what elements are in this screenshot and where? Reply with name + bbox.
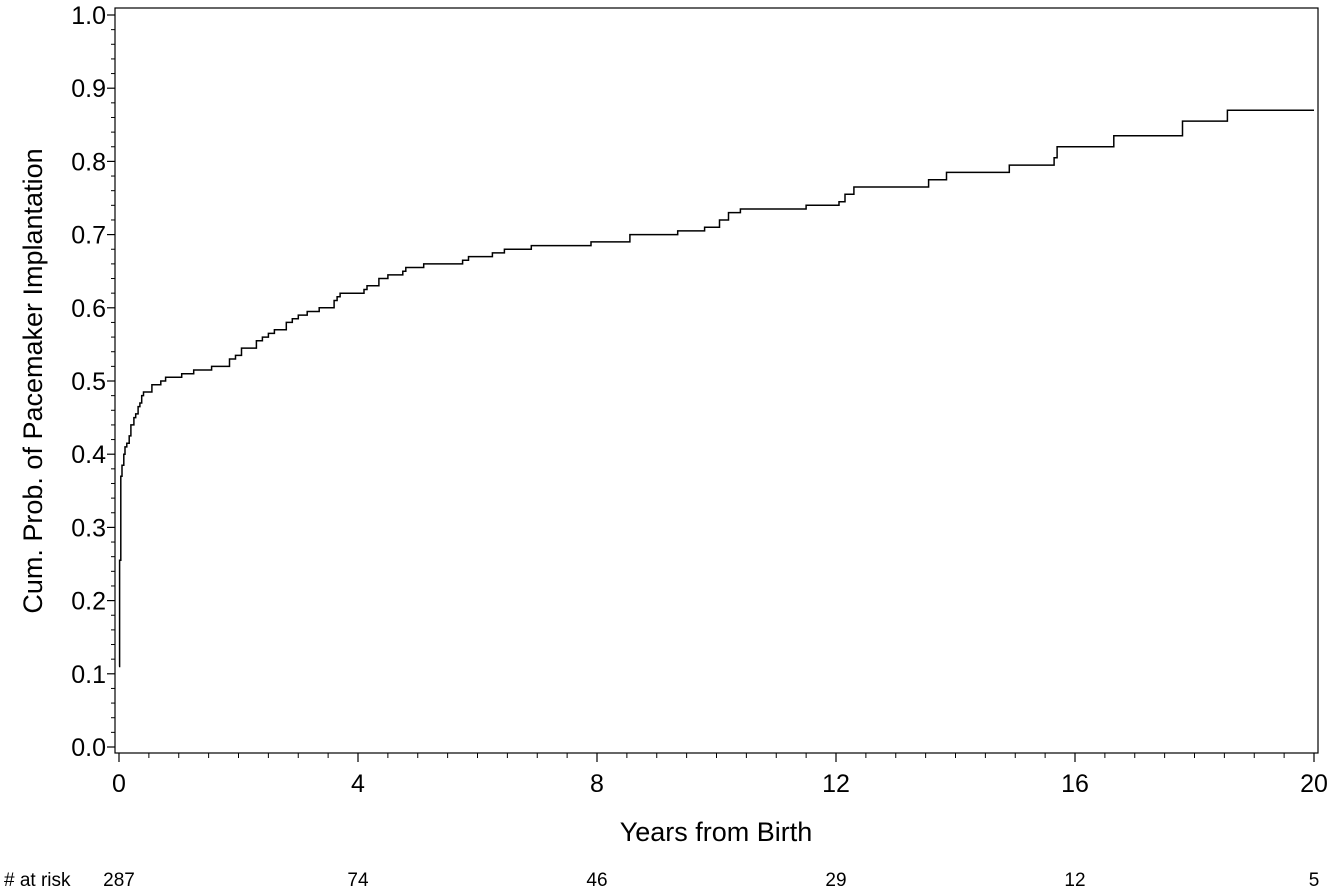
y-tick-label: 0.7	[71, 222, 106, 250]
y-tick-label: 0.3	[71, 514, 106, 542]
at-risk-value: 74	[347, 870, 369, 891]
x-tick-label: 12	[822, 770, 850, 798]
y-tick-label: 0.9	[71, 75, 106, 103]
y-tick-label: 0.6	[71, 295, 106, 323]
y-tick-label: 0.8	[71, 148, 106, 176]
y-tick-label: 0.1	[71, 661, 106, 689]
y-tick-label: 0.5	[71, 368, 106, 396]
y-axis-title: Cum. Prob. of Pacemaker Implantation	[18, 148, 48, 613]
y-tick-label: 0.0	[71, 734, 106, 762]
at-risk-value: 287	[103, 870, 135, 891]
at-risk-value: 5	[1309, 870, 1320, 891]
x-tick-label: 8	[590, 770, 604, 798]
x-minor-ticks	[148, 753, 1285, 758]
x-tick-label: 16	[1061, 770, 1089, 798]
at-risk-table: # at risk 287 74 46 29 12 5	[4, 870, 1319, 891]
x-tick-label: 4	[351, 770, 365, 798]
at-risk-label: # at risk	[4, 870, 71, 891]
x-tick-label: 20	[1300, 770, 1328, 798]
x-axis-ticks: 0 4 8 12 16 20	[112, 753, 1328, 798]
x-tick-label: 0	[112, 770, 126, 798]
y-tick-label: 0.4	[71, 441, 106, 469]
y-tick-label: 0.2	[71, 588, 106, 616]
series-layer	[118, 109, 1314, 668]
x-axis-title: Years from Birth	[620, 817, 813, 847]
plot-frame	[114, 7, 1319, 754]
at-risk-value: 29	[825, 870, 846, 891]
at-risk-value: 12	[1064, 870, 1085, 891]
y-tick-label: 1.0	[71, 2, 106, 30]
at-risk-value: 46	[586, 870, 607, 891]
y-axis-ticks: 0.0 0.1 0.2 0.3 0.4 0.5 0.6 0.7 0.8 0.9 1.0	[71, 2, 115, 762]
km-step-line	[118, 109, 1314, 668]
y-minor-ticks	[111, 29, 115, 733]
